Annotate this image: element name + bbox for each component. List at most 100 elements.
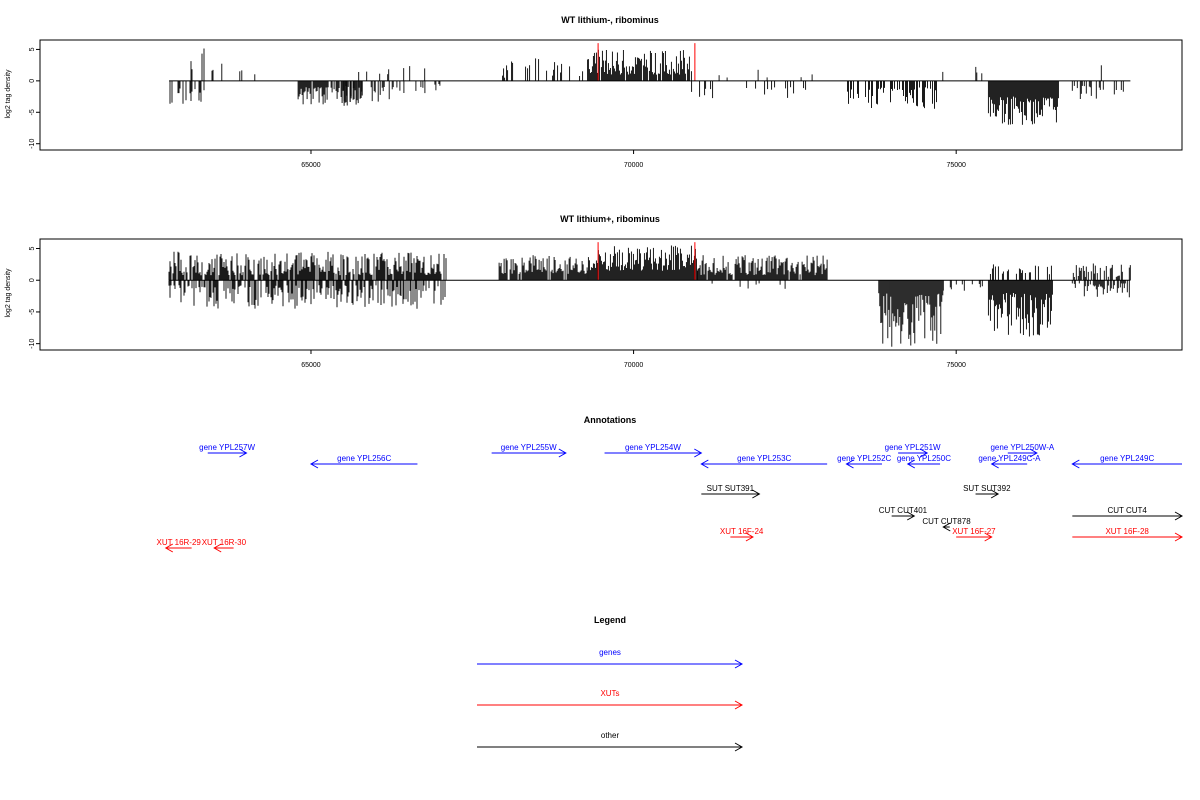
feature-label: gene YPL256C — [337, 454, 391, 463]
legend-label: XUTs — [600, 689, 619, 698]
x-tick-label: 65000 — [301, 162, 321, 169]
panel-title: WT lithium-, ribominus — [561, 15, 659, 25]
feature-arrowhead — [694, 448, 703, 458]
legend-entries: genes XUTs other — [477, 648, 744, 752]
y-tick-label: -5 — [29, 309, 36, 315]
legend-title: Legend — [594, 615, 626, 625]
feature-label: SUT SUT391 — [707, 484, 755, 493]
feature-label: gene YPL257W — [199, 443, 255, 452]
bars — [168, 245, 1131, 347]
feature-label: gene YPL255W — [501, 443, 557, 452]
y-tick-label: -10 — [29, 139, 36, 149]
feature-arrowhead — [1071, 459, 1080, 469]
x-tick-label: 70000 — [624, 162, 644, 169]
feature-label: SUT SUT392 — [963, 484, 1011, 493]
feature-arrowhead — [558, 448, 567, 458]
annotation-feature: gene YPL254W — [604, 443, 703, 458]
annotation-feature: gene YPL250C — [897, 454, 951, 469]
track-panel-lithium-minus: WT lithium-, ribominus log2 tag density … — [5, 15, 1183, 169]
feature-arrowhead — [942, 522, 951, 532]
annotation-feature: gene YPL249C — [1071, 454, 1182, 469]
legend-entry: other — [477, 731, 744, 752]
feature-arrowhead — [309, 459, 319, 469]
feature-label: gene YPL250C — [897, 454, 951, 463]
feature-arrowhead — [1174, 532, 1184, 542]
panel-title: WT lithium+, ribominus — [560, 214, 660, 224]
annotation-feature: gene YPL251W — [885, 443, 941, 458]
legend-arrowhead — [734, 742, 744, 752]
feature-label: XUT 16F-28 — [1105, 527, 1149, 536]
feature-arrowhead — [990, 459, 999, 469]
feature-label: gene YPL251W — [885, 443, 941, 452]
annotation-feature: CUT CUT878 — [922, 517, 971, 532]
bars — [169, 48, 1124, 125]
feature-arrowhead — [745, 532, 754, 542]
feature-arrowhead — [990, 489, 1000, 499]
feature-arrowhead — [752, 489, 761, 499]
annotation-features: gene YPL257W gene YPL256C gene YPL255W gene… — [157, 443, 1184, 553]
y-tick-label: -10 — [29, 338, 36, 348]
feature-arrowhead — [906, 511, 916, 521]
feature-arrowhead — [1029, 448, 1038, 458]
annotation-feature: CUT CUT4 — [1072, 506, 1184, 521]
feature-label: gene YPL254W — [625, 443, 681, 452]
feature-label: XUT 16R-30 — [202, 538, 247, 547]
x-tick-label: 75000 — [946, 362, 966, 369]
feature-label: gene YPL253C — [737, 454, 791, 463]
highlight-bars — [597, 242, 696, 281]
annotation-feature: gene YPL249C-A — [978, 454, 1041, 469]
y-axis-label: log2 tag density — [5, 268, 12, 318]
annotation-feature: XUT 16F-27 — [952, 527, 996, 542]
annotation-feature: XUT 16F-28 — [1072, 527, 1184, 542]
annotation-feature: CUT CUT401 — [879, 506, 928, 521]
feature-arrowhead — [984, 532, 993, 542]
feature-arrowhead — [845, 459, 854, 469]
legend-label: other — [601, 731, 620, 740]
x-tick-label: 70000 — [624, 362, 644, 369]
y-axis: 5 0 -5 -10 — [29, 246, 40, 349]
legend-arrowhead — [734, 659, 744, 669]
feature-arrowhead — [1174, 511, 1184, 521]
y-tick-label: 5 — [29, 47, 36, 51]
legend-label: genes — [599, 648, 621, 657]
feature-label: XUT 16F-27 — [952, 527, 996, 536]
legend-arrowhead — [734, 700, 744, 710]
feature-arrowhead — [239, 448, 248, 458]
legend-entry: XUTs — [477, 689, 744, 710]
annotation-feature: gene YPL257W — [199, 443, 255, 458]
y-tick-label: 0 — [29, 79, 36, 83]
feature-arrowhead — [213, 543, 222, 553]
x-tick-label: 65000 — [301, 362, 321, 369]
annotation-feature: gene YPL250W-A — [990, 443, 1055, 458]
x-axis: 65000 70000 75000 — [301, 350, 966, 369]
feature-label: gene YPL249C-A — [978, 454, 1041, 463]
annotation-feature: SUT SUT391 — [701, 484, 761, 499]
annotation-feature: XUT 16F-24 — [720, 527, 764, 542]
annotation-feature: SUT SUT392 — [963, 484, 1011, 499]
annotation-feature: gene YPL252C — [837, 454, 892, 469]
annotation-feature: XUT 16R-30 — [202, 538, 247, 553]
highlight-bars — [597, 43, 696, 81]
feature-label: gene YPL252C — [837, 454, 891, 463]
feature-arrowhead — [164, 543, 174, 553]
feature-label: CUT CUT401 — [879, 506, 928, 515]
feature-label: XUT 16R-29 — [157, 538, 202, 547]
y-tick-label: 5 — [29, 246, 36, 250]
annotations-title: Annotations — [584, 415, 637, 425]
feature-label: gene YPL250W-A — [990, 443, 1054, 452]
feature-label: gene YPL249C — [1100, 454, 1154, 463]
plot-frame — [39, 39, 1183, 151]
track-panel-lithium-plus: WT lithium+, ribominus log2 tag density … — [5, 214, 1183, 369]
feature-arrowhead — [906, 459, 916, 469]
annotation-feature: gene YPL255W — [491, 443, 567, 458]
annotation-feature: gene YPL253C — [700, 454, 828, 469]
feature-arrowhead — [919, 448, 929, 458]
y-axis-label: log2 tag density — [5, 69, 12, 119]
x-tick-label: 75000 — [946, 162, 966, 169]
annotation-feature: XUT 16R-29 — [157, 538, 202, 553]
legend-entry: genes — [477, 648, 744, 669]
y-tick-label: 0 — [29, 278, 36, 282]
legend: Legend genes XUTs other — [477, 615, 744, 752]
y-tick-label: -5 — [29, 109, 36, 115]
